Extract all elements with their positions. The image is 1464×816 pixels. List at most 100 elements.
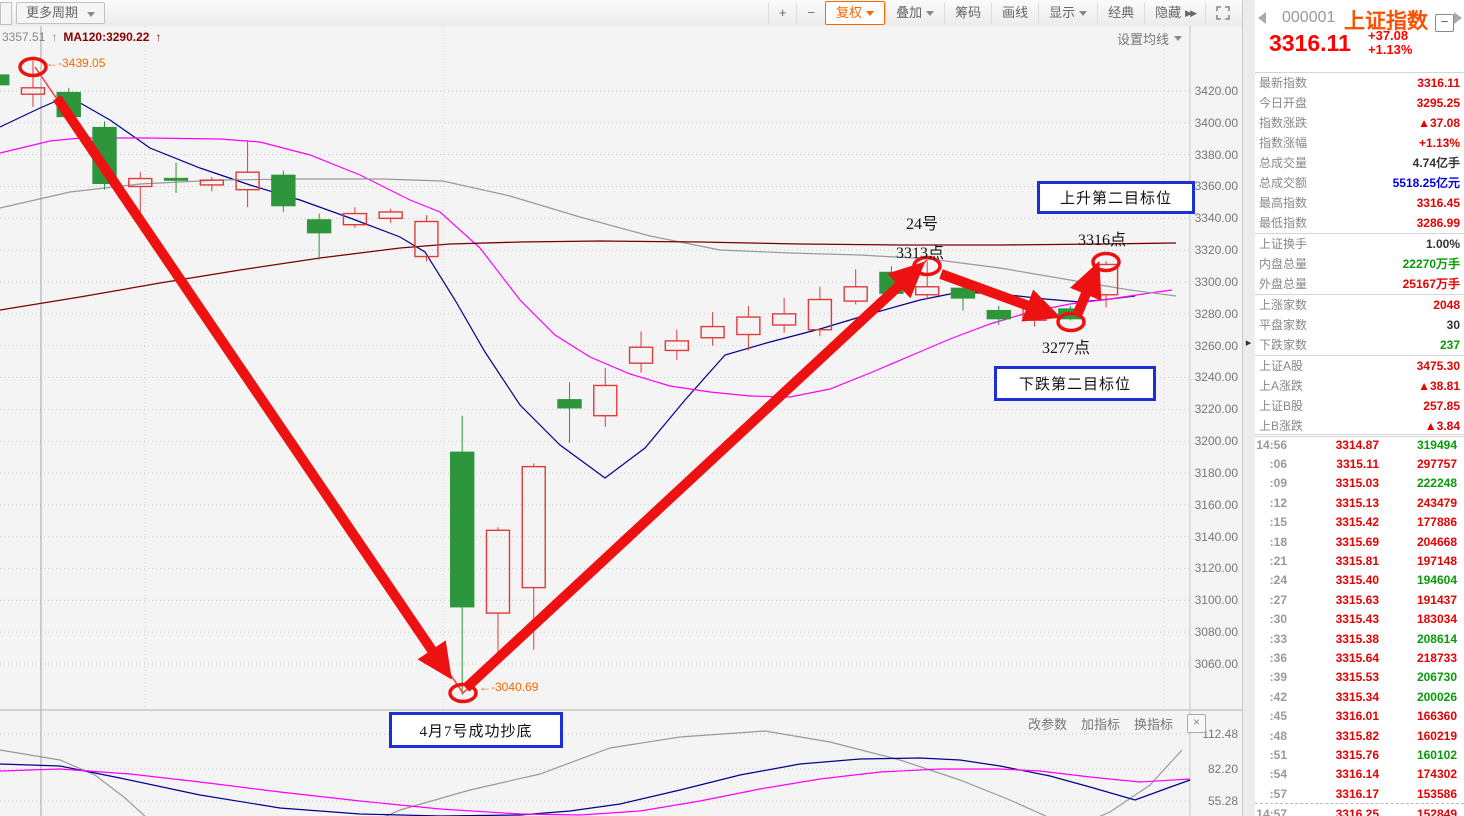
indicator-toolbar-item[interactable]: 加指标 xyxy=(1081,717,1121,732)
collapse-panel-button[interactable]: − xyxy=(1435,14,1454,32)
tick-volume: 166360 xyxy=(1416,709,1457,724)
quote-stat-row: 上证换手 1.00% xyxy=(1255,234,1464,254)
last-price: 3316.11 xyxy=(1269,30,1351,56)
up-arrow-icon: ↑ xyxy=(51,30,58,44)
tick-row: :36 3315.64 218733 xyxy=(1255,648,1464,667)
tick-time: 14:56 xyxy=(1256,437,1287,452)
toolbar-button-叠加[interactable]: 叠加 xyxy=(885,2,944,24)
indicator-axis-label: 82.20 xyxy=(1207,762,1238,776)
tick-row: :15 3315.42 177886 xyxy=(1255,513,1464,532)
price-axis-label: 3260.00 xyxy=(1194,338,1238,353)
tick-volume: 200026 xyxy=(1416,689,1457,704)
stat-label: 下跌家数 xyxy=(1259,338,1308,352)
chevron-down-icon xyxy=(1174,36,1183,41)
annotation-text[interactable]: 3316点 xyxy=(1078,232,1127,249)
fullscreen-icon xyxy=(1216,6,1230,20)
tick-price: 3315.53 xyxy=(1335,670,1379,685)
prev-stock-arrow-icon[interactable] xyxy=(1258,12,1266,24)
sub-indicator-lines xyxy=(0,730,1191,816)
annotation-text[interactable]: 24号 xyxy=(906,216,939,233)
tick-time: :57 xyxy=(1269,786,1287,801)
toolbar-button-经典[interactable]: 经典 xyxy=(1097,2,1144,24)
tick-row: :51 3315.76 160102 xyxy=(1255,745,1464,764)
indicator-axis-label: 112.48 xyxy=(1202,727,1238,741)
toolbar-button-画线[interactable]: 画线 xyxy=(991,2,1038,24)
stat-value: ▲3.84 xyxy=(1424,419,1460,433)
indicator-toolbar-item[interactable]: 换指标 xyxy=(1134,717,1174,732)
more-periods-button[interactable]: 更多周期 xyxy=(16,2,105,24)
tick-row: 14:57 3316.25 152849 xyxy=(1255,803,1464,816)
tick-price: 3316.01 xyxy=(1335,709,1379,724)
stat-value: ▲38.81 xyxy=(1418,379,1460,393)
toolbar-button-fullscreen[interactable] xyxy=(1205,2,1240,24)
tick-row: :24 3315.40 194604 xyxy=(1255,571,1464,590)
annotation-callout-box[interactable]: 下跌第二目标位 xyxy=(994,366,1156,401)
price-axis-label: 3380.00 xyxy=(1194,147,1238,162)
tick-price: 3315.38 xyxy=(1335,631,1379,646)
tick-price: 3316.25 xyxy=(1335,807,1379,816)
stat-value: 3316.11 xyxy=(1417,76,1460,90)
tick-volume: 177886 xyxy=(1416,515,1457,530)
indicator-close-button[interactable]: × xyxy=(1187,714,1207,733)
tick-price: 3315.42 xyxy=(1335,515,1379,530)
toolbar-button-筹码[interactable]: 筹码 xyxy=(944,2,991,24)
quote-stat-row: 总成交额 5518.25亿元 xyxy=(1255,173,1464,193)
stat-label: 最低指数 xyxy=(1259,216,1308,230)
next-stock-arrow-icon[interactable] xyxy=(1454,12,1462,24)
quote-stat-row: 最新指数 3316.11 xyxy=(1255,73,1464,93)
kline-chart-svg xyxy=(0,26,1244,816)
toolbar-button-label: 筹码 xyxy=(955,5,982,20)
panel-collapse-handle[interactable]: ▸ xyxy=(1245,337,1252,349)
tick-price: 3315.64 xyxy=(1335,650,1379,665)
indicator-toolbar-item[interactable]: 改参数 xyxy=(1028,717,1068,732)
stat-value: 1.00% xyxy=(1425,237,1460,251)
tick-time: :39 xyxy=(1269,670,1287,685)
toolbar-button-label: 显示 xyxy=(1049,5,1076,20)
kline-chart-area[interactable]: 3357.51 ↑ MA120:3290.22 ↑ 设置均线 3420.00 34… xyxy=(0,26,1244,816)
toolbar-button-label: + xyxy=(778,5,787,20)
annotation-callout-box[interactable]: 上升第二目标位 xyxy=(1037,181,1195,214)
drawn-annotations[interactable] xyxy=(18,56,1121,704)
stat-label: 最新指数 xyxy=(1259,76,1308,90)
tick-price: 3315.40 xyxy=(1335,573,1379,588)
tick-trade-list[interactable]: 14:56 3314.87 319494:06 3315.11 297757:09 331… xyxy=(1255,434,1464,816)
quote-stat-row: 上A涨跌 ▲38.81 xyxy=(1255,376,1464,396)
tick-volume: 174302 xyxy=(1416,767,1457,782)
stock-name: 上证指数 xyxy=(1344,10,1428,33)
stat-label: 上A涨跌 xyxy=(1259,379,1304,393)
toolbar-button-label: 隐藏 xyxy=(1155,5,1182,20)
tick-volume: 206730 xyxy=(1416,670,1457,685)
stat-label: 总成交量 xyxy=(1259,156,1308,170)
toolbar-stub-button[interactable] xyxy=(0,1,12,25)
price-axis-label: 3300.00 xyxy=(1194,274,1238,289)
tick-row: :48 3315.82 160219 xyxy=(1255,726,1464,745)
annotation-text[interactable]: 3313点 xyxy=(896,245,945,262)
indicator-toolbar: 改参数 加指标 换指标 × xyxy=(1028,714,1207,733)
quote-header: 000001 上证指数 3316.11 +37.08 +1.13% − xyxy=(1255,0,1464,73)
panel-splitter[interactable]: ▸ xyxy=(1242,0,1256,816)
quote-stats-list: 最新指数 3316.11 今日开盘 3295.25 指数涨跌 ▲37.08 指数涨幅 +1.1… xyxy=(1255,73,1464,437)
toolbar-button-复权[interactable]: 复权 xyxy=(825,1,886,25)
tick-row: :54 3316.14 174302 xyxy=(1255,765,1464,784)
set-ma-button[interactable]: 设置均线 xyxy=(1117,29,1183,48)
toolbar-button-显示[interactable]: 显示 xyxy=(1038,2,1097,24)
price-axis-label: 3160.00 xyxy=(1194,497,1238,512)
annotation-text[interactable]: 3277点 xyxy=(1042,340,1091,357)
toolbar-button-隐藏[interactable]: 隐藏 ▶▶ xyxy=(1144,2,1205,24)
tick-volume: 160102 xyxy=(1416,747,1457,762)
annotation-callout-box[interactable]: 4月7号成功抄底 xyxy=(389,712,563,748)
tick-price: 3315.11 xyxy=(1336,457,1379,472)
toolbar-button-+[interactable]: + xyxy=(767,2,797,24)
stat-value: 257.85 xyxy=(1423,399,1460,413)
toolbar-button-−[interactable]: − xyxy=(796,2,825,24)
high-price-marker: ←-3439.05 xyxy=(46,56,106,70)
stat-label: 今日开盘 xyxy=(1259,96,1308,110)
stat-label: 指数涨幅 xyxy=(1259,136,1308,150)
toolbar-button-label: 经典 xyxy=(1108,5,1135,20)
tick-price: 3315.76 xyxy=(1335,747,1379,762)
stat-value: 237 xyxy=(1439,338,1460,352)
tick-volume: 152849 xyxy=(1416,807,1457,816)
tick-price: 3315.81 xyxy=(1335,554,1379,569)
tick-row: :06 3315.11 297757 xyxy=(1255,454,1464,473)
price-axis-label: 3420.00 xyxy=(1194,84,1238,98)
